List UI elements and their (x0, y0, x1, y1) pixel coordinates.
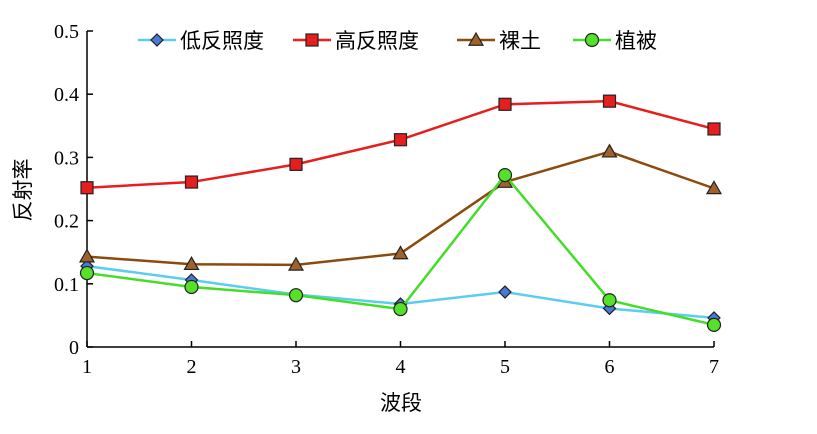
x-tick-label: 2 (187, 356, 197, 378)
legend-item-1: 低反照度 (138, 29, 264, 53)
y-axis-title: 反射率 (11, 159, 35, 222)
chart-series (78, 94, 723, 332)
data-point (183, 255, 200, 271)
legend-marker (150, 33, 164, 47)
legend-label: 高反照度 (335, 29, 419, 53)
x-tick-label: 1 (82, 356, 92, 378)
data-point (498, 285, 512, 299)
legend-label: 裸土 (499, 29, 541, 53)
data-point (392, 245, 409, 260)
data-point (184, 175, 199, 189)
x-tick-label: 6 (605, 356, 615, 378)
y-tick-label: 0.4 (54, 84, 79, 106)
series-3 (78, 143, 723, 271)
data-point (287, 256, 305, 271)
y-tick-label: 0 (69, 337, 79, 359)
legend-label: 植被 (615, 29, 657, 53)
legend-item-3: 裸土 (457, 29, 541, 53)
x-tick-label: 7 (709, 356, 719, 378)
data-point (602, 293, 617, 308)
legend-marker (584, 32, 600, 48)
data-point (78, 248, 96, 263)
y-tick-label: 0.2 (54, 211, 79, 233)
data-point (602, 94, 617, 108)
legend-item-2: 高反照度 (293, 29, 419, 53)
data-point (184, 279, 199, 295)
x-tick-label: 3 (291, 356, 301, 378)
data-point (289, 157, 303, 171)
data-point (705, 180, 723, 195)
legend-marker (305, 33, 319, 47)
series-2 (80, 94, 721, 195)
chart-legend: 低反照度 高反照度 裸土 植被 (138, 29, 657, 53)
data-point (79, 265, 95, 281)
x-axis-title: 波段 (380, 391, 422, 415)
data-point (707, 122, 721, 136)
legend-marker (467, 31, 485, 46)
data-point (497, 167, 513, 183)
x-tick-label: 5 (500, 356, 510, 378)
series-4 (79, 167, 722, 332)
data-point (601, 143, 618, 158)
data-point (498, 97, 512, 111)
y-tick-label: 0.5 (54, 21, 79, 43)
chart-axes: 0 0.1 0.2 0.3 0.4 0.5 1 2 3 4 5 6 7 (54, 21, 719, 378)
y-tick-label: 0.3 (54, 147, 79, 169)
data-point (393, 133, 408, 147)
data-point (80, 181, 94, 195)
legend-item-4: 植被 (573, 29, 657, 53)
x-tick-label: 4 (396, 356, 406, 378)
data-point (393, 301, 408, 317)
legend-label: 低反照度 (180, 29, 264, 53)
data-point (706, 317, 722, 332)
y-tick-label: 0.1 (54, 274, 79, 296)
data-point (288, 288, 304, 303)
